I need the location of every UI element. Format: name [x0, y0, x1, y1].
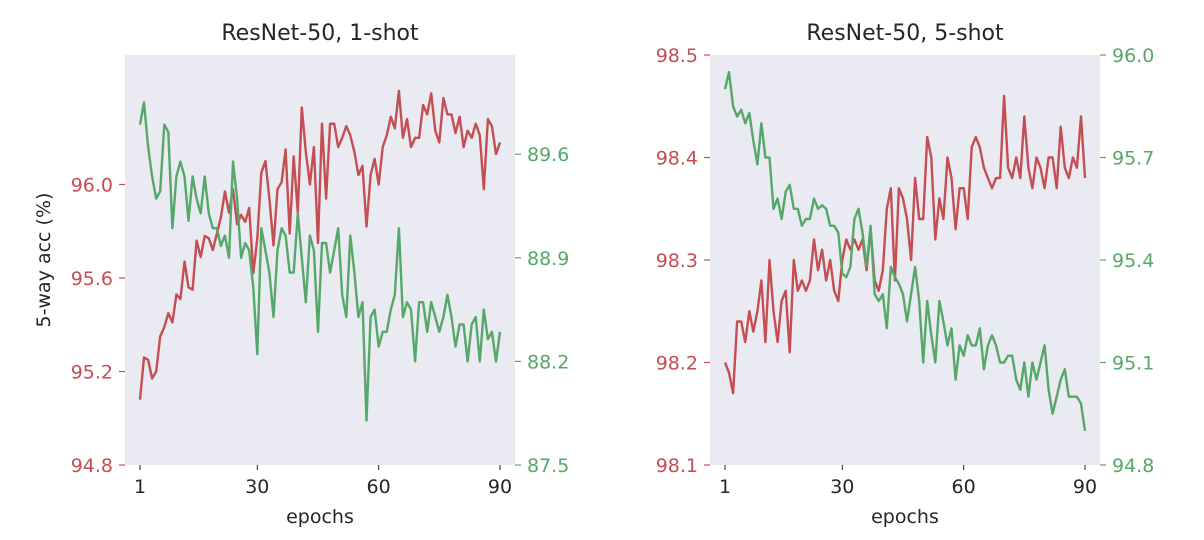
- chart-5shot: ResNet-50, 5-shot epochs 1 30 60 90 98.1 98.2…: [656, 21, 1155, 528]
- marks-1shot: 1 30 60 90 94.8 95.2 95.6 96.0 87.5 88.2 88.9 89.6: [71, 89, 569, 498]
- chart-1shot: ResNet-50, 1-shot epochs 5-way acc (%) 1…: [33, 21, 569, 528]
- y-left-tick-label: 96.0: [71, 175, 113, 197]
- x-tick-label: 30: [830, 476, 854, 498]
- series-line-left: [138, 89, 502, 400]
- x-tick-label: 90: [1073, 476, 1097, 498]
- chart-title-1shot: ResNet-50, 1-shot: [221, 21, 419, 46]
- y-right-tick-label: 95.1: [1112, 353, 1154, 375]
- series-line-left: [723, 94, 1087, 395]
- y-left-tick-label: 98.1: [656, 455, 698, 477]
- y-right-tick-label: 89.6: [527, 144, 569, 166]
- series-line-right: [138, 101, 502, 422]
- plot-area-1shot: [125, 55, 515, 465]
- x-tick-label: 90: [488, 476, 512, 498]
- y-left-tick-label: 94.8: [71, 455, 113, 477]
- marks-5shot: 1 30 60 90 98.1 98.2 98.3 98.4 98.5 94.8 95.1 95.4 9…: [656, 45, 1155, 498]
- y-left-tick-label: 95.2: [71, 362, 113, 384]
- x-tick-label: 1: [134, 476, 146, 498]
- x-axis-label-5shot: epochs: [871, 506, 939, 528]
- y-right-tick-label: 94.8: [1112, 455, 1154, 477]
- y-right-tick-label: 96.0: [1112, 45, 1154, 67]
- y-left-tick-label: 98.4: [656, 148, 698, 170]
- y-axis-label-1shot: 5-way acc (%): [33, 193, 55, 328]
- y-right-tick-label: 95.4: [1112, 250, 1154, 272]
- plot-area-5shot: [710, 55, 1100, 465]
- y-right-tick-label: 88.9: [527, 248, 569, 270]
- x-axis-label-1shot: epochs: [286, 506, 354, 528]
- x-tick-label: 60: [367, 476, 391, 498]
- x-tick-label: 30: [245, 476, 269, 498]
- y-right-tick-label: 87.5: [527, 455, 569, 477]
- series-line-right: [723, 70, 1087, 431]
- y-left-tick-label: 95.6: [71, 268, 113, 290]
- x-tick-label: 60: [952, 476, 976, 498]
- y-right-tick-label: 95.7: [1112, 148, 1154, 170]
- y-right-tick-label: 88.2: [527, 351, 569, 373]
- y-left-tick-label: 98.2: [656, 353, 698, 375]
- x-tick-label: 1: [719, 476, 731, 498]
- y-left-tick-label: 98.5: [656, 45, 698, 67]
- chart-title-5shot: ResNet-50, 5-shot: [806, 21, 1004, 46]
- y-left-tick-label: 98.3: [656, 250, 698, 272]
